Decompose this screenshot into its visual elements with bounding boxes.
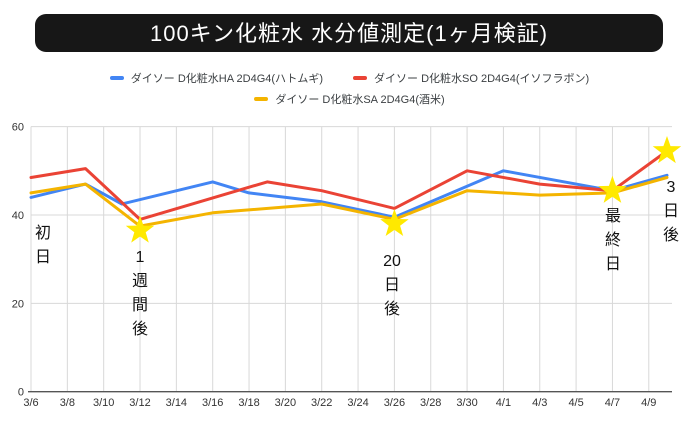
x-tick-label: 3/18 [238,397,259,409]
legend-row-2: ダイソー D化粧水SA 2D4G4(酒米) [254,91,445,107]
chart-title: 100キン化粧水 水分値測定(1ヶ月検証) [35,14,663,52]
series-line-ha [29,169,669,219]
x-tick-label: 4/9 [641,397,656,409]
x-tick-label: 3/16 [202,397,223,409]
legend: ダイソー D化粧水HA 2D4G4(ハトムギ) ダイソー D化粧水SO 2D4G… [0,70,699,107]
x-tick-label: 3/22 [311,397,332,409]
star-marker [598,175,627,203]
legend-label-ha: ダイソー D化粧水HA 2D4G4(ハトムギ) [130,73,324,85]
x-tick-label: 3/26 [384,397,405,409]
y-tick-label: 20 [12,298,24,310]
x-tick-label: 3/28 [420,397,441,409]
x-tick-label: 3/10 [93,397,114,409]
legend-row-1: ダイソー D化粧水HA 2D4G4(ハトムギ) ダイソー D化粧水SO 2D4G… [109,70,589,86]
annotation-label: 3 日 後 [662,179,679,244]
x-tick-label: 3/6 [23,397,38,409]
star-marker [125,215,155,243]
y-tick-label: 40 [12,210,24,222]
x-tick-label: 3/24 [347,397,368,409]
x-tick-label: 4/7 [605,397,620,409]
x-tick-label: 3/8 [60,397,75,409]
x-tick-label: 3/20 [275,397,296,409]
x-tick-label: 3/12 [129,397,150,409]
star-marker [380,208,409,236]
x-tick-label: 3/30 [456,397,477,409]
legend-swatch-so-icon [353,76,368,80]
x-tick-label: 4/5 [568,397,583,409]
x-tick-label: 3/14 [166,397,187,409]
x-tick-label: 4/3 [532,397,547,409]
y-tick-label: 0 [18,387,24,399]
annotation-label: 初 日 [34,225,51,266]
star-marker [652,136,682,164]
x-tick-label: 4/1 [496,397,511,409]
annotation-label: 1 週 間 後 [131,249,148,338]
legend-swatch-ha-icon [109,76,124,80]
annotation-label: 20 日 後 [383,253,401,318]
chart-canvas: 0 20 40 60 3/6 3/8 3/10 3/12 3/14 3/16 3/18 3/20 3/2… [12,122,682,409]
series-line-so [29,149,669,221]
line-chart: 0 20 40 60 3/6 3/8 3/10 3/12 3/14 3/16 3/18 3/20 3/2… [0,115,699,439]
legend-label-so: ダイソー D化粧水SO 2D4G4(イソフラボン) [374,73,590,85]
annotation-label: 最 終 日 [604,208,621,273]
legend-label-sa: ダイソー D化粧水SA 2D4G4(酒米) [275,94,445,106]
series-line-sa [29,176,669,228]
legend-item-so: ダイソー D化粧水SO 2D4G4(イソフラボン) [353,70,589,86]
legend-item-ha: ダイソー D化粧水HA 2D4G4(ハトムギ) [109,70,324,86]
y-tick-label: 60 [12,122,24,134]
legend-swatch-sa-icon [254,97,269,101]
legend-item-sa: ダイソー D化粧水SA 2D4G4(酒米) [254,91,445,107]
